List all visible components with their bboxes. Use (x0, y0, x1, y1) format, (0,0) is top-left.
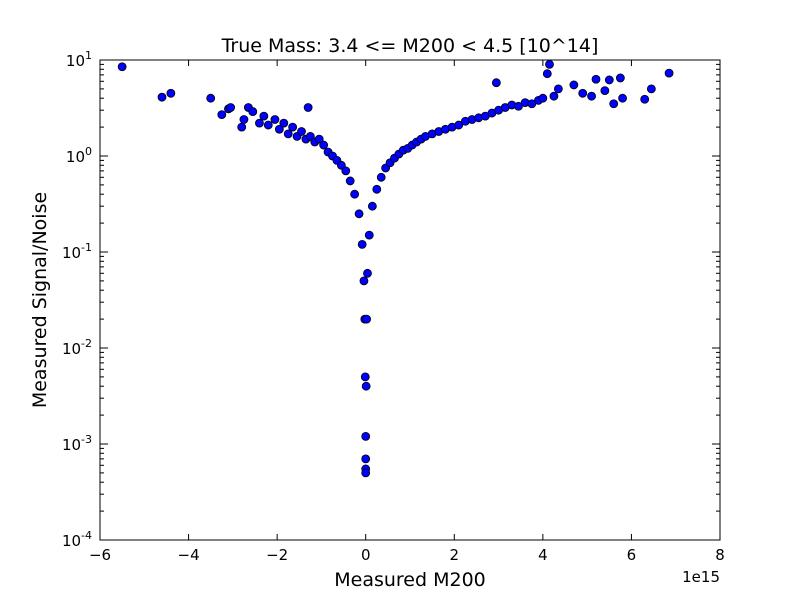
data-point (545, 59, 554, 69)
y-tick-label: 10-2 (62, 337, 92, 358)
x-tick-label: −2 (266, 546, 288, 564)
x-tick-label: 6 (627, 546, 637, 564)
x-tick-label: 2 (450, 546, 460, 564)
data-point (117, 62, 127, 72)
data-point (542, 69, 552, 79)
data-point (319, 140, 329, 150)
data-point (578, 88, 588, 98)
x-tick-label: 4 (538, 546, 548, 564)
y-tick-label: 101 (66, 49, 92, 70)
data-point (618, 93, 627, 103)
data-point (248, 107, 258, 117)
data-point (357, 239, 367, 249)
data-point (640, 94, 650, 104)
data-point (569, 80, 579, 90)
data-point (664, 68, 674, 78)
data-point (206, 93, 216, 103)
scatter-points (117, 59, 674, 478)
data-point (341, 166, 351, 176)
x-axis-ticks: −6 −4 −2 0 2 4 6 8 (89, 60, 725, 564)
data-point (361, 431, 371, 441)
data-point (217, 110, 227, 119)
data-point (363, 268, 372, 278)
x-axis-label: Measured M200 (334, 569, 486, 591)
data-point (553, 84, 563, 94)
data-point (288, 122, 298, 132)
y-axis-label: Measured Signal/Noise (29, 192, 51, 408)
data-point (362, 314, 372, 324)
data-point (263, 120, 273, 130)
plot-frame (99, 59, 721, 541)
y-axis-ticks: 101 100 10-1 10-2 10-3 10-4 (62, 49, 720, 550)
data-point (255, 118, 264, 128)
data-point (454, 120, 464, 130)
data-point (604, 75, 614, 85)
data-point (376, 172, 386, 182)
data-point (491, 78, 501, 88)
data-point (361, 381, 371, 391)
data-point (646, 84, 656, 94)
x-tick-label: −4 (178, 546, 200, 564)
data-point (259, 111, 269, 121)
data-point (297, 127, 306, 136)
data-point (303, 103, 313, 112)
data-point (538, 93, 548, 103)
y-tick-label: 10-4 (62, 529, 92, 550)
data-point (345, 176, 355, 186)
data-point (166, 88, 176, 98)
data-point (600, 86, 610, 95)
data-point (283, 129, 293, 139)
data-point (615, 73, 625, 83)
data-point (372, 184, 382, 194)
data-point (314, 134, 324, 144)
data-point (350, 189, 360, 199)
data-point (591, 74, 601, 84)
x-axis-offset-label: 1e15 (682, 568, 720, 586)
data-point (514, 101, 523, 111)
data-point (226, 103, 236, 112)
data-point (237, 122, 247, 132)
data-point (361, 468, 371, 478)
data-point (359, 276, 369, 286)
y-tick-label: 100 (66, 145, 92, 166)
data-point (274, 124, 284, 134)
x-tick-label: −6 (89, 546, 111, 564)
data-point (364, 230, 374, 240)
data-point (587, 91, 596, 101)
data-point (157, 92, 167, 102)
y-tick-label: 10-3 (62, 433, 92, 454)
data-point (354, 209, 364, 219)
data-point (239, 115, 249, 124)
data-point (270, 115, 280, 124)
data-point (360, 372, 370, 382)
x-tick-label: 0 (361, 546, 371, 564)
data-point (361, 454, 371, 464)
chart-title: True Mass: 3.4 <= M200 < 4.5 [10^14] (221, 35, 599, 57)
y-tick-label: 10-1 (62, 241, 92, 262)
data-point (609, 99, 619, 109)
data-point (367, 201, 377, 211)
data-point (279, 118, 289, 128)
x-tick-label: 8 (715, 546, 725, 564)
data-point (549, 91, 559, 101)
